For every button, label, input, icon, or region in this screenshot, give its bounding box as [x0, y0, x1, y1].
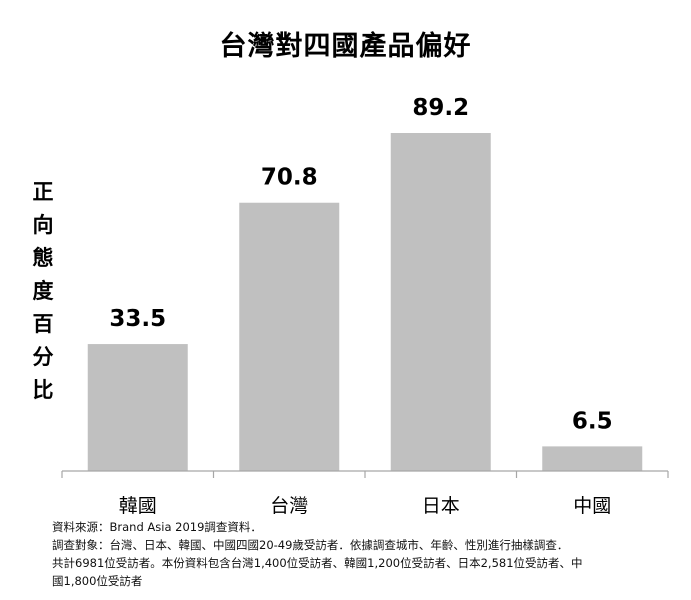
bar-2: [390, 133, 491, 471]
y-axis-label-char-2: 態: [32, 246, 54, 270]
bar-3: [542, 446, 643, 471]
data-label-3: 6.5: [572, 408, 613, 434]
data-label-1: 70.8: [261, 165, 318, 191]
y-axis-label: 正向態度百分比: [26, 176, 60, 407]
note-line-3: 共計6981位受訪者。本份資料包含台灣1,400位受訪者、韓國1,200位受訪者…: [52, 556, 583, 570]
bar-0: [87, 344, 188, 471]
data-labels-group: 33.5 70.8 89.2 6.5: [109, 95, 612, 434]
bars-group: [87, 133, 643, 471]
x-axis: [61, 470, 669, 478]
data-label-0: 33.5: [109, 306, 166, 332]
y-axis-label-char-0: 正: [32, 180, 54, 204]
x-tick-label-2: 日本: [422, 495, 460, 517]
source-notes: 資料來源：Brand Asia 2019調查資料． 調查對象：台灣、日本、韓國、…: [52, 518, 682, 590]
note-line-4: 國1,800位受訪者: [52, 574, 143, 588]
x-tick-label-1: 台灣: [270, 495, 308, 517]
y-axis-label-char-6: 比: [32, 378, 54, 402]
bar-1: [239, 202, 340, 471]
x-tick-label-3: 中國: [573, 495, 611, 517]
note-line-1: 資料來源：Brand Asia 2019調查資料．: [52, 520, 262, 534]
bar-chart: 33.5 70.8 89.2 6.5 韓國 台灣 日本 中國: [61, 95, 669, 517]
x-tick-labels: 韓國 台灣 日本 中國: [119, 495, 612, 517]
chart-title: 台灣對四國產品偏好: [219, 31, 472, 62]
y-axis-label-char-4: 百: [32, 312, 54, 336]
note-line-2: 調查對象：台灣、日本、韓國、中國四國20-49歲受訪者．依據調查城市、年齡、性別…: [52, 538, 569, 552]
y-axis-label-char-3: 度: [32, 279, 54, 303]
x-tick-label-0: 韓國: [119, 495, 157, 517]
data-label-2: 89.2: [412, 95, 469, 121]
y-axis-label-char-5: 分: [32, 345, 54, 369]
y-axis-label-char-1: 向: [32, 213, 54, 237]
